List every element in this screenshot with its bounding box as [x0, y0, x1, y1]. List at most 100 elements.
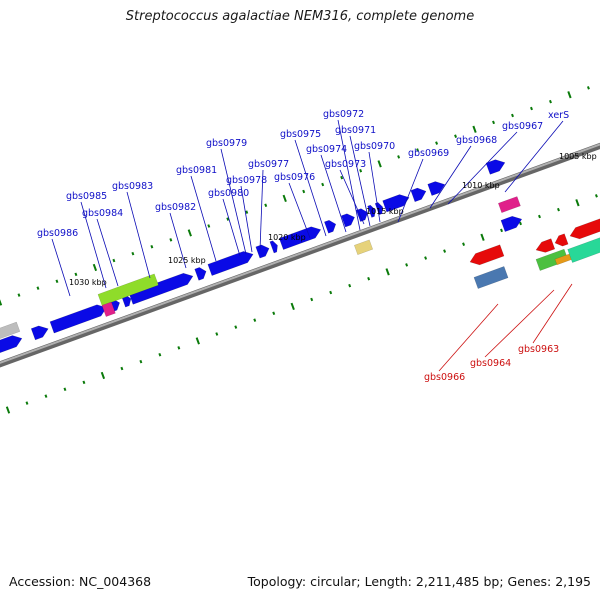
- tick-mark-lower: [480, 233, 485, 241]
- tick-mark-lower: [100, 371, 106, 380]
- reverse-gene-arrow: [469, 244, 505, 266]
- tick-mark-lower: [538, 214, 541, 219]
- gene-box-steelblue: [473, 266, 509, 289]
- gene-features: [0, 159, 600, 354]
- position-label: 1020 kbp: [268, 233, 306, 242]
- forward-gene-arrow: [49, 304, 107, 334]
- gene-label-xerS: xerS: [548, 110, 569, 121]
- tick-mark-lower: [443, 249, 447, 253]
- gene-label-gbs0969: gbs0969: [408, 148, 449, 159]
- tick-mark-upper: [321, 182, 325, 187]
- gene-label-gbs0970: gbs0970: [354, 141, 395, 152]
- tick-mark-lower: [253, 318, 257, 322]
- tick-mark-upper: [187, 229, 192, 237]
- backbone-line: [0, 142, 600, 368]
- forward-gene-arrow: [207, 251, 254, 276]
- reverse-gene-arrow: [569, 218, 600, 240]
- forward-gene-arrow: [485, 159, 506, 175]
- leader-line: [397, 158, 424, 223]
- gene-label-gbs0974: gbs0974: [306, 144, 347, 155]
- forward-gene-arrow: [355, 208, 369, 222]
- leader-line: [484, 289, 555, 358]
- forward-gene-arrow: [30, 325, 49, 341]
- tick-mark-upper: [492, 120, 495, 125]
- tick-mark-upper: [377, 160, 382, 168]
- tick-mark-upper: [245, 210, 249, 214]
- tick-mark-upper: [549, 99, 552, 104]
- map-title: Streptococcus agalactiae NEM316, complet…: [125, 9, 475, 24]
- gene-label-gbs0980: gbs0980: [208, 188, 249, 199]
- gene-label-gbs0968: gbs0968: [456, 135, 497, 146]
- tick-mark-lower: [594, 194, 598, 198]
- tick-mark-lower: [519, 221, 522, 226]
- forward-gene-arrow: [194, 267, 207, 281]
- tick-mark-upper: [435, 141, 439, 145]
- forward-gene-arrow: [278, 226, 322, 250]
- gene-label-gbs0971: gbs0971: [335, 125, 376, 136]
- genome-backbone: [0, 142, 600, 368]
- forward-gene-arrow: [367, 204, 376, 218]
- tick-mark-upper: [454, 134, 458, 138]
- tick-mark-lower: [82, 380, 86, 385]
- leader-line: [51, 238, 71, 297]
- gene-label-gbs0973: gbs0973: [325, 159, 366, 170]
- forward-gene-arrow: [0, 335, 23, 354]
- tick-mark-lower: [462, 242, 466, 246]
- gene-label-gbs0978: gbs0978: [226, 175, 267, 186]
- position-label: 1015 kbp: [366, 207, 404, 216]
- leader-line: [80, 201, 107, 289]
- leader-line: [339, 169, 365, 225]
- tick-mark-upper: [17, 293, 21, 297]
- tick-mark-upper: [112, 258, 116, 263]
- tick-mark-lower: [158, 352, 162, 357]
- tick-mark-upper: [150, 244, 154, 249]
- position-label: 1030 kbp: [69, 278, 107, 287]
- gene-label-gbs0977: gbs0977: [248, 159, 289, 170]
- gene-box-magenta: [101, 301, 116, 317]
- gene-label-gbs0979: gbs0979: [206, 138, 247, 149]
- forward-gene-arrow: [340, 213, 355, 228]
- leader-line: [126, 191, 151, 279]
- leader-line: [288, 182, 311, 239]
- tick-mark-lower: [367, 276, 371, 281]
- forward-gene-arrow: [128, 272, 194, 305]
- gene-label-gbs0982: gbs0982: [155, 202, 196, 213]
- leader-line: [349, 135, 371, 227]
- tick-mark-lower: [500, 228, 503, 233]
- tick-mark-lower: [215, 332, 219, 336]
- tick-mark-upper: [92, 263, 98, 272]
- tick-mark-upper: [567, 91, 572, 99]
- label-leader-lines: [51, 119, 573, 372]
- tick-mark-lower: [272, 311, 276, 316]
- tick-mark-upper: [397, 155, 401, 159]
- backbone-highlight: [0, 143, 600, 364]
- tick-mark-upper: [340, 175, 344, 180]
- leader-line: [532, 283, 573, 344]
- leader-line: [447, 131, 518, 205]
- tick-mark-lower: [329, 290, 333, 295]
- tick-mark-lower: [5, 406, 11, 414]
- tick-mark-upper: [586, 86, 590, 90]
- forward-gene-arrow: [427, 181, 446, 196]
- leader-line: [320, 154, 347, 233]
- gene-box-teal: [567, 237, 600, 263]
- leader-line: [368, 151, 381, 223]
- gene-box-gray: [0, 321, 21, 339]
- leader-line: [169, 212, 187, 269]
- tick-mark-upper: [226, 217, 230, 221]
- tick-mark-lower: [424, 256, 428, 260]
- tick-mark-lower: [234, 325, 238, 329]
- gene-label-gbs0975: gbs0975: [280, 129, 321, 140]
- tick-mark-lower: [195, 337, 200, 345]
- leader-line: [429, 145, 472, 209]
- leader-line: [96, 218, 119, 287]
- tick-mark-upper: [36, 286, 40, 290]
- position-label: 1005 kbp: [559, 152, 597, 161]
- forward-gene-arrow: [269, 240, 278, 254]
- tick-mark-lower: [385, 268, 390, 276]
- tick-mark-upper: [282, 194, 287, 202]
- tick-mark-lower: [348, 283, 352, 288]
